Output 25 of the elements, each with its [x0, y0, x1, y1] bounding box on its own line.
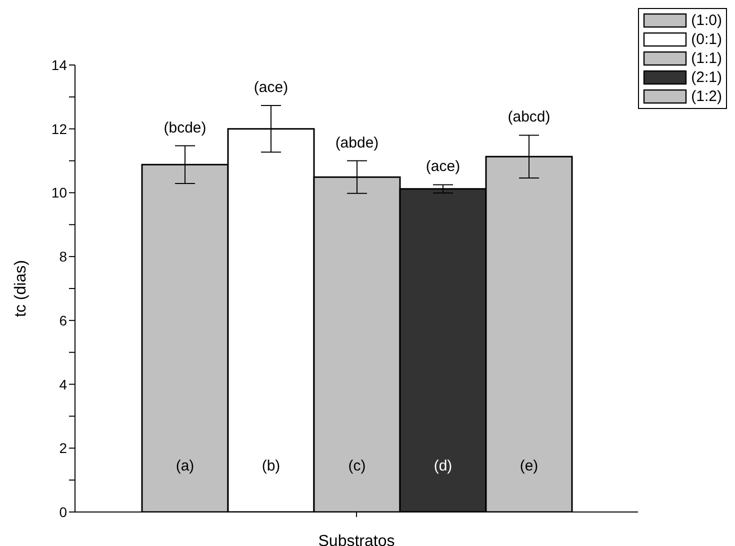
- annotation: (bcde): [164, 119, 206, 136]
- annotation: (e): [520, 458, 538, 474]
- y-axis-title: tc (dias): [12, 260, 30, 317]
- annotation: (b): [262, 458, 280, 474]
- annotation: (ace): [426, 158, 460, 176]
- y-tick-label: 10: [51, 184, 68, 201]
- y-tick-label: 14: [51, 56, 68, 73]
- legend-label: (2:1): [691, 68, 722, 87]
- legend-label: (1:0): [691, 11, 722, 30]
- annotation: (abde): [335, 134, 379, 152]
- y-tick-label: 0: [59, 504, 68, 520]
- y-tick-label: 4: [59, 376, 68, 392]
- legend-label: (1:2): [691, 87, 722, 106]
- annotation: (ace): [254, 79, 288, 96]
- x-axis-title: Substratos: [318, 533, 395, 546]
- annotation: (c): [348, 458, 366, 474]
- legend-label: (0:1): [691, 30, 722, 49]
- annotation: (abcd): [508, 108, 550, 126]
- annotation: (d): [434, 458, 452, 474]
- y-tick-label: 2: [59, 440, 68, 456]
- legend-label: (1:1): [691, 49, 722, 68]
- y-tick-label: 12: [51, 120, 68, 137]
- y-tick-label: 8: [59, 248, 68, 265]
- y-tick-label: 6: [59, 312, 68, 328]
- annotation: (a): [176, 458, 194, 474]
